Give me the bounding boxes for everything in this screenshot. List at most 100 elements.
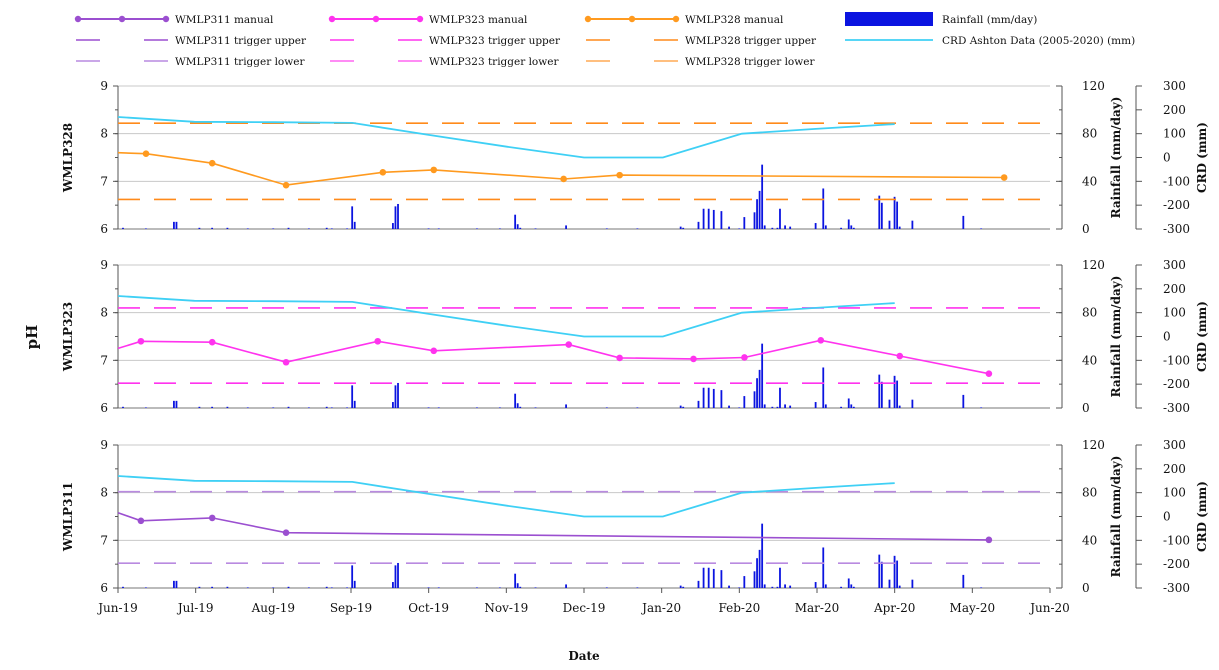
- rainfall-bar: [771, 227, 774, 229]
- rainfall-bar: [307, 587, 310, 589]
- rainfall-bar: [763, 404, 766, 408]
- rainfall-bar: [850, 404, 853, 408]
- rainfall-bar: [784, 225, 786, 229]
- rainfall-bar: [761, 523, 764, 588]
- rainfall-bar: [847, 398, 850, 408]
- rainfall-bar: [697, 221, 700, 229]
- ph-tick-label: 8: [100, 486, 108, 500]
- rain-axis-title: Rainfall (mm/day): [1109, 276, 1123, 398]
- legend-item: WMLP328 trigger upper: [586, 35, 817, 47]
- ph-series-line: [117, 339, 990, 375]
- rainfall-bar: [898, 226, 901, 229]
- rainfall-bar: [516, 403, 519, 408]
- rainfall-bar: [325, 586, 328, 588]
- rainfall-bar: [789, 585, 792, 588]
- x-tick-label: Jun-19: [96, 601, 138, 615]
- rainfall-bar: [173, 221, 175, 229]
- legend-swatch-marker: [416, 15, 424, 23]
- ph-data-point: [282, 181, 290, 189]
- legend-item: WMLP311 trigger lower: [76, 56, 305, 68]
- rainfall-bar: [397, 382, 399, 408]
- ph-series-line: [117, 511, 989, 541]
- rainfall-bar: [307, 407, 310, 409]
- rainfall-bar: [878, 554, 881, 588]
- rainfall-bar: [287, 227, 290, 229]
- rainfall-bar: [822, 547, 825, 588]
- rainfall-bar: [763, 225, 766, 229]
- ph-tick-label: 8: [100, 127, 108, 141]
- x-tick-label: Jun-20: [1028, 601, 1070, 615]
- rainfall-bar: [814, 223, 817, 229]
- legend-label: WMLP311 manual: [175, 14, 274, 26]
- rainfall-bar: [437, 587, 440, 589]
- rainfall-bar: [980, 407, 983, 409]
- crd-tick-label: -200: [1163, 377, 1190, 391]
- panel-title: WMLP323: [61, 302, 75, 372]
- rainfall-bar: [814, 582, 817, 588]
- legend-label: WMLP323 trigger lower: [429, 56, 559, 68]
- ph-data-point: [741, 354, 748, 361]
- panel-title: WMLP311: [61, 482, 75, 552]
- rainfall-bar: [712, 568, 715, 588]
- ph-tick-label: 6: [100, 581, 108, 595]
- rainfall-bar: [514, 573, 517, 588]
- rainfall-bar: [896, 380, 899, 408]
- legend-label: WMLP323 trigger upper: [429, 35, 561, 47]
- ph-data-point: [282, 529, 290, 537]
- rainfall-bar: [850, 225, 853, 229]
- crd-tick-label: 200: [1163, 103, 1186, 117]
- rainfall-bar: [198, 227, 201, 229]
- rainfall-bar: [605, 228, 608, 230]
- rainfall-bar: [392, 582, 394, 588]
- rainfall-bar: [682, 227, 685, 229]
- rainfall-bar: [824, 225, 827, 229]
- rainfall-bar: [728, 585, 730, 588]
- crd-axis-title: CRD (mm): [1195, 301, 1209, 372]
- x-tick-label: Sep-19: [330, 601, 372, 615]
- rainfall-bar: [397, 562, 399, 588]
- crd-tick-label: 100: [1163, 127, 1186, 141]
- rainfall-bar: [392, 402, 394, 408]
- rainfall-bar: [847, 219, 850, 229]
- legend-item: WMLP328 manual: [584, 14, 784, 26]
- rainfall-bar: [852, 586, 855, 588]
- rainfall-bar: [427, 228, 430, 230]
- rainfall-bar: [330, 407, 333, 409]
- rainfall-bar: [198, 586, 201, 588]
- legend-item: WMLP323 manual: [328, 14, 528, 26]
- rain-tick-label: 80: [1082, 486, 1097, 500]
- rainfall-bar: [697, 400, 700, 408]
- x-tick-label: Dec-19: [563, 601, 606, 615]
- legend-item: WMLP311 manual: [74, 14, 274, 26]
- y-axis-title: pH: [23, 325, 41, 350]
- rainfall-bar: [707, 208, 710, 229]
- rainfall-bar: [702, 208, 705, 229]
- ph-tick-label: 6: [100, 222, 108, 236]
- rainfall-bar: [330, 587, 333, 589]
- rainfall-bar: [761, 164, 764, 229]
- rainfall-bar: [605, 587, 608, 589]
- legend-swatch-marker: [672, 15, 680, 23]
- ph-data-point: [565, 341, 573, 348]
- rainfall-bar: [325, 227, 328, 229]
- rainfall-bar: [771, 586, 774, 588]
- rainfall-bar: [246, 407, 249, 409]
- rainfall-bar: [771, 406, 774, 408]
- rainfall-bar: [779, 387, 781, 408]
- rainfall-bar: [911, 579, 914, 588]
- rainfall-bar: [287, 586, 290, 588]
- ph-data-point: [137, 337, 145, 345]
- rainfall-bar: [702, 387, 705, 408]
- rainfall-bar: [682, 406, 685, 408]
- legend-item: CRD Ashton Data (2005-2020) (mm): [845, 35, 1135, 47]
- rainfall-bar: [427, 587, 430, 589]
- rainfall-bar: [519, 227, 522, 229]
- ph-data-point: [690, 355, 697, 363]
- legend-swatch-marker: [118, 15, 126, 23]
- rainfall-bar: [962, 215, 965, 229]
- rain-tick-label: 120: [1082, 438, 1105, 452]
- rainfall-bar: [175, 580, 178, 588]
- rainfall-bar: [211, 406, 214, 408]
- rainfall-bar: [516, 224, 519, 229]
